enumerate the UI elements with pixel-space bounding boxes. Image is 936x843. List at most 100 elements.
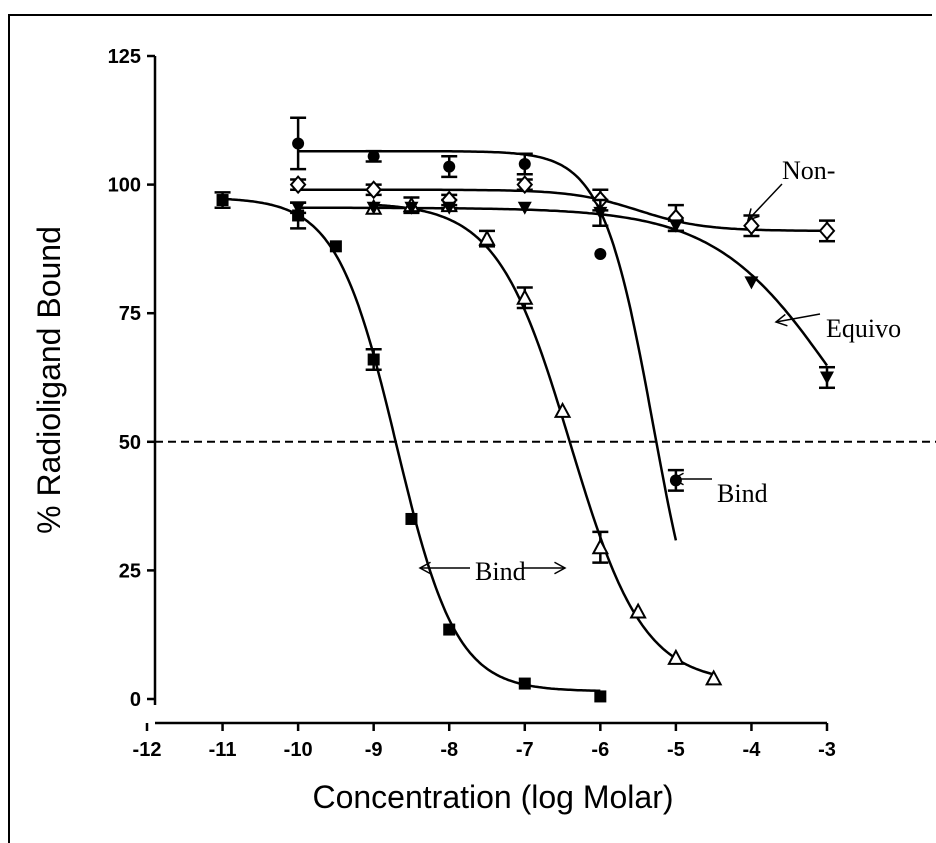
data-point-s3 xyxy=(441,155,458,179)
annotation-label: Non- xyxy=(782,156,835,185)
x-tick-label: -8 xyxy=(440,739,458,761)
fit-curve-3 xyxy=(298,149,678,541)
data-point-marker xyxy=(591,538,610,555)
data-point-marker xyxy=(292,137,305,150)
x-tick-label: -6 xyxy=(591,739,609,761)
fit-curve-4 xyxy=(298,188,827,233)
data-point-marker xyxy=(404,201,419,215)
data-point-marker xyxy=(629,602,647,619)
data-point-marker xyxy=(553,401,572,418)
figure-frame xyxy=(8,14,932,843)
data-point-s1 xyxy=(214,191,231,209)
annotations: Bind Bind Non- Equivo xyxy=(418,156,901,586)
data-point-s4 xyxy=(365,180,382,200)
data-point-marker xyxy=(367,353,380,366)
data-point-marker xyxy=(366,201,381,215)
annotation-arrow-head xyxy=(554,561,567,575)
data-point-marker xyxy=(443,160,456,173)
data-point-marker xyxy=(743,216,760,236)
data-point-s3 xyxy=(516,152,533,176)
data-point-s4 xyxy=(818,219,836,243)
fit-curves xyxy=(222,149,829,693)
data-point-marker xyxy=(744,276,759,290)
x-tick-label: -5 xyxy=(667,739,685,761)
annotation-arrow-head xyxy=(774,313,788,327)
data-point-marker xyxy=(291,201,306,215)
data-point-marker xyxy=(668,219,683,233)
data-point-s5 xyxy=(667,219,684,233)
data-point-marker xyxy=(405,512,418,525)
data-point-marker xyxy=(594,690,607,703)
data-point-marker xyxy=(517,201,532,215)
annotation-label: Bind xyxy=(717,479,768,508)
y-tick-label: 50 xyxy=(119,432,141,454)
annotation-arrow-head xyxy=(418,561,431,575)
data-point-s1 xyxy=(443,623,456,636)
annotation-label: Equivo xyxy=(826,314,901,343)
data-point-s5 xyxy=(819,365,835,390)
data-point-s3 xyxy=(594,248,607,261)
data-point-s1 xyxy=(405,512,418,525)
data-point-s5 xyxy=(517,201,532,215)
y-axis-title: % Radioligand Bound xyxy=(31,226,67,534)
data-point-s2 xyxy=(629,602,647,619)
data-point-s2 xyxy=(516,286,534,310)
data-point-marker xyxy=(516,175,534,195)
data-point-marker xyxy=(667,648,685,665)
fit-curve-5 xyxy=(298,206,829,367)
data-point-s5 xyxy=(442,201,457,215)
axes xyxy=(145,54,936,731)
data-point-marker xyxy=(820,371,834,385)
data-point-s5 xyxy=(404,201,419,215)
y-tick-label: 100 xyxy=(108,175,141,197)
data-point-s4 xyxy=(289,175,307,195)
data-point-s2 xyxy=(553,401,572,418)
data-point-marker xyxy=(518,677,531,690)
x-tick-label: -9 xyxy=(365,739,383,761)
data-point-s5 xyxy=(366,201,381,215)
data-point-marker xyxy=(289,175,307,195)
annotation-arrow-head xyxy=(671,472,684,486)
data-point-marker xyxy=(443,623,456,636)
x-tick-label: -10 xyxy=(284,739,313,761)
x-axis-title: Concentration (log Molar) xyxy=(312,779,673,815)
data-points xyxy=(214,116,836,703)
x-tick-label: -4 xyxy=(743,739,762,761)
data-point-s2 xyxy=(704,669,723,686)
data-point-s1 xyxy=(329,240,342,253)
data-point-s2 xyxy=(667,648,685,665)
fit-curve-1 xyxy=(222,197,601,693)
data-point-s3 xyxy=(290,116,307,171)
y-tick-label: 25 xyxy=(119,560,141,582)
data-point-marker xyxy=(216,194,229,207)
data-point-marker xyxy=(593,206,608,220)
data-point-marker xyxy=(442,201,457,215)
annotation-arrow xyxy=(747,183,783,221)
fit-curve-2 xyxy=(373,203,715,676)
annotation-label: Bind xyxy=(475,557,526,586)
x-tick-label: -12 xyxy=(133,739,162,761)
data-point-marker xyxy=(478,229,496,246)
data-point-s3 xyxy=(365,149,382,163)
data-point-marker xyxy=(704,669,723,686)
data-point-marker xyxy=(518,158,531,171)
data-point-marker xyxy=(594,248,607,261)
data-point-s1 xyxy=(365,347,382,372)
annotation-arrow-head xyxy=(746,208,760,222)
tick-labels: 0 25 50 75 100 125 -12 -11 -10 -9 -8 -7 -6 -5 -4 -3 xyxy=(108,46,836,761)
y-tick-label: 75 xyxy=(119,303,141,325)
data-point-marker xyxy=(818,221,836,241)
y-tick-label: 0 xyxy=(130,689,141,711)
data-point-marker xyxy=(329,240,342,253)
x-tick-label: -3 xyxy=(818,739,836,761)
data-point-s2 xyxy=(591,530,610,564)
data-point-s5 xyxy=(744,276,759,290)
data-point-marker xyxy=(365,180,382,200)
data-point-s4 xyxy=(516,175,534,195)
x-tick-label: -7 xyxy=(516,739,534,761)
x-tick-label: -11 xyxy=(209,739,237,761)
annotation-arrow xyxy=(775,313,821,323)
data-point-s5 xyxy=(592,198,609,228)
data-point-s2 xyxy=(478,229,496,248)
